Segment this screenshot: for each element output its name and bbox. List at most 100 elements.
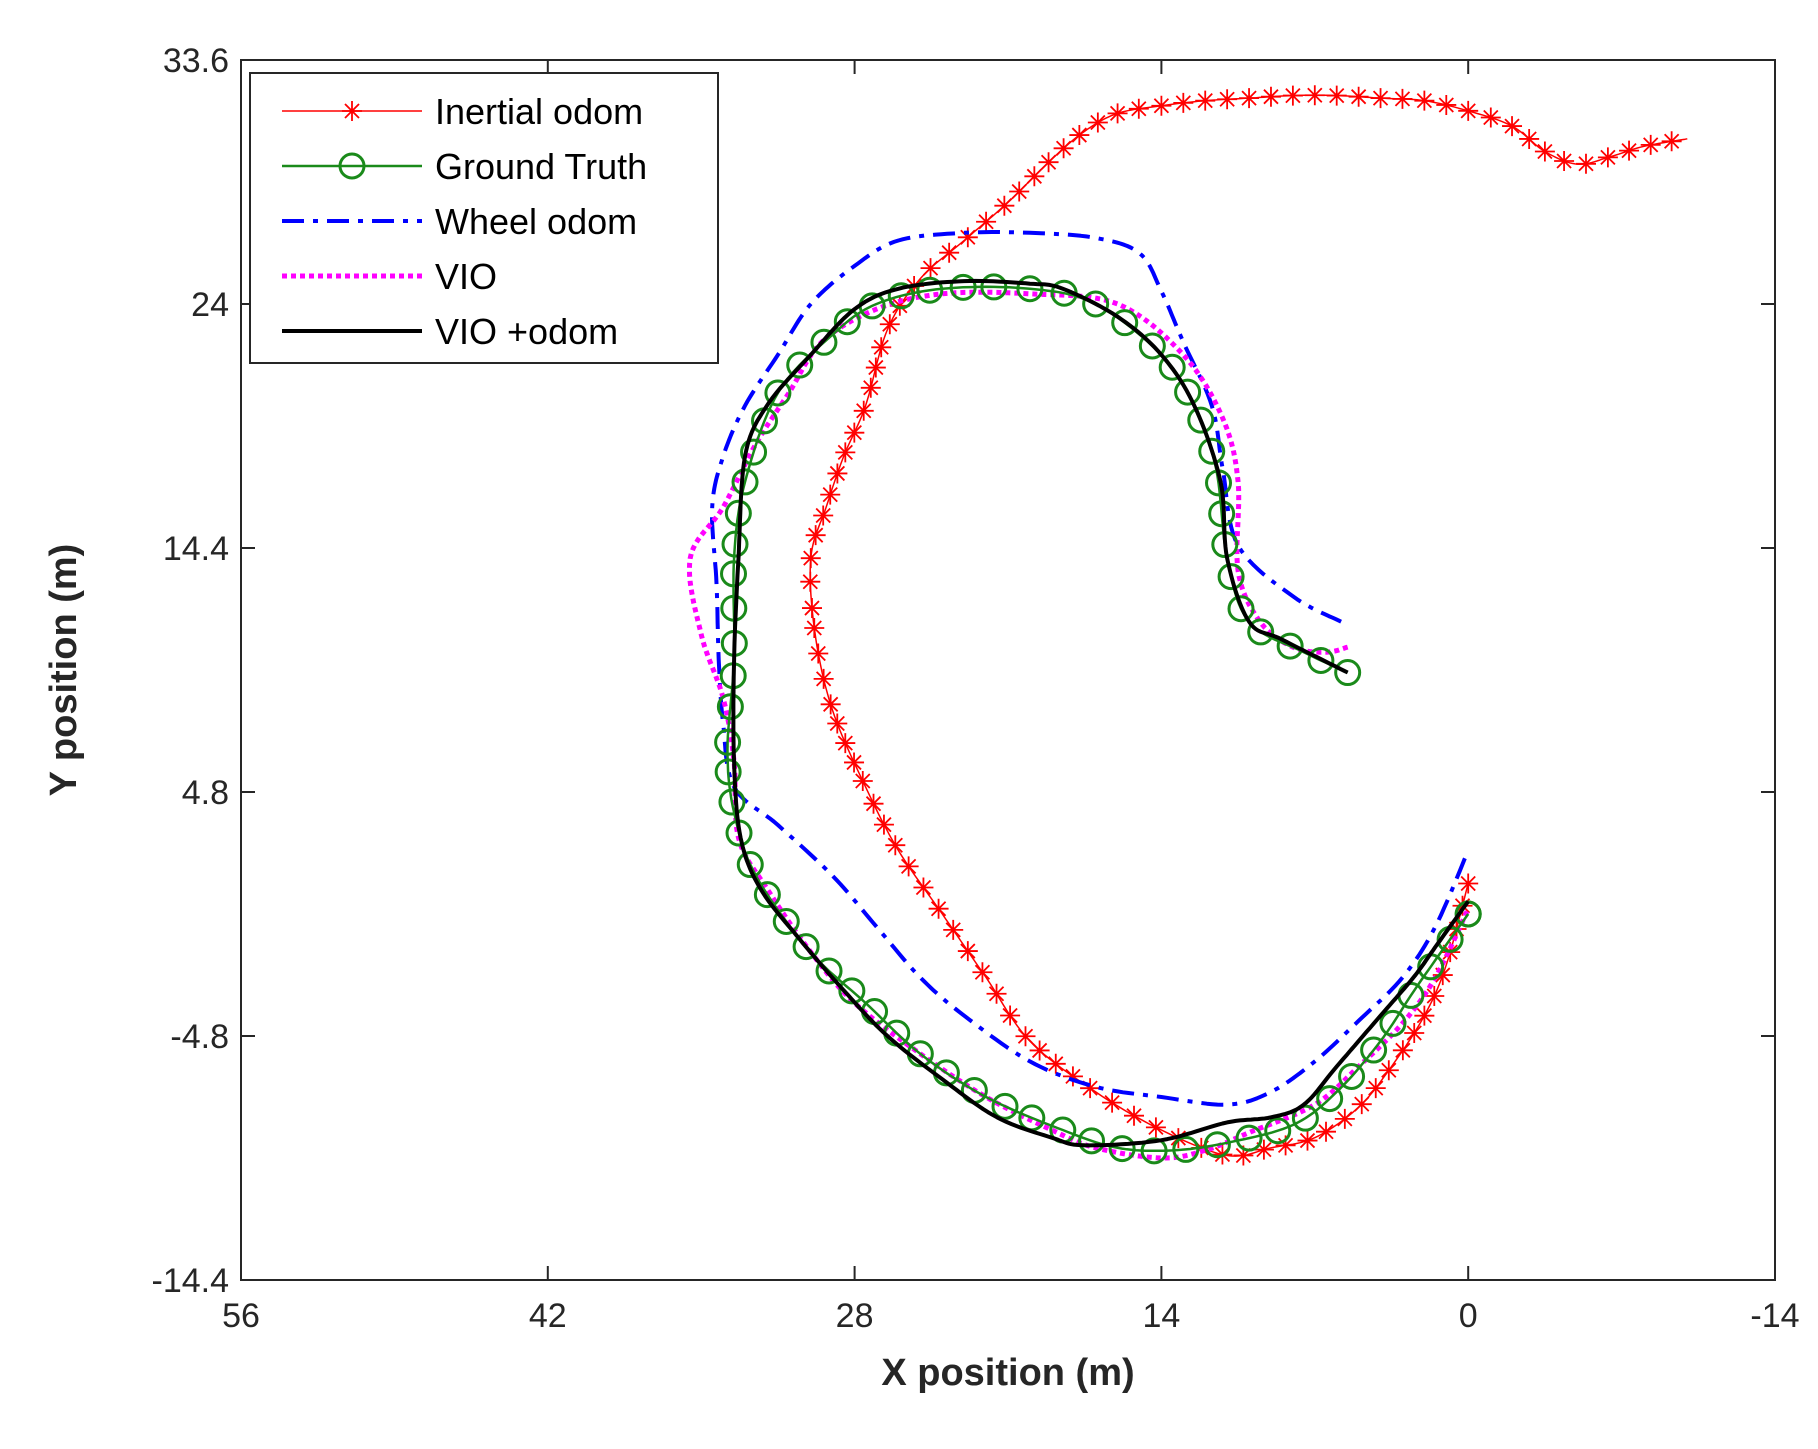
circle-marker: [1140, 1137, 1168, 1165]
circle-marker: [980, 273, 1008, 301]
star-marker: [1452, 895, 1473, 916]
y-tick-label: -4.8: [170, 1018, 229, 1056]
circle-marker: [1334, 659, 1362, 687]
y-tick-label: 24: [191, 286, 229, 324]
star-marker: [835, 442, 856, 463]
star-marker: [808, 643, 829, 664]
star-marker: [800, 571, 821, 592]
circle-marker: [949, 273, 977, 301]
circle-marker: [792, 933, 820, 961]
star-marker: [820, 484, 841, 505]
star-marker: [844, 752, 865, 773]
circle-marker: [991, 1092, 1019, 1120]
star-marker: [1297, 1130, 1318, 1151]
circle-marker: [833, 308, 861, 336]
circle-marker: [1082, 290, 1110, 318]
circle-marker: [1158, 353, 1186, 381]
series-layer: [686, 85, 1688, 1166]
circle-marker: [815, 957, 843, 985]
star-marker: [920, 258, 941, 279]
legend-label: Ground Truth: [435, 146, 647, 187]
star-marker: [1038, 152, 1059, 173]
legend-box: [249, 72, 719, 364]
star-marker: [1378, 1060, 1399, 1081]
circle-marker: [1307, 646, 1335, 674]
circle-marker: [1174, 378, 1202, 406]
star-marker: [1432, 965, 1453, 986]
circle-marker: [1111, 309, 1139, 337]
circle-marker: [1235, 1124, 1263, 1152]
circle-marker: [1138, 332, 1166, 360]
x-tick-label: 42: [529, 1297, 567, 1335]
circle-marker: [721, 530, 749, 558]
circle-marker: [1338, 1062, 1366, 1090]
star-marker: [835, 733, 856, 754]
circle-marker: [916, 276, 944, 304]
circle-marker: [338, 152, 366, 180]
star-marker: [1102, 1092, 1123, 1113]
circle-marker: [1227, 595, 1255, 623]
circle-marker: [1172, 1135, 1200, 1163]
star-marker: [813, 668, 834, 689]
x-axis-label: X position (m): [881, 1352, 1134, 1394]
circle-marker: [1247, 618, 1275, 646]
star-marker: [898, 856, 919, 877]
star-marker: [853, 400, 874, 421]
star-marker: [1107, 103, 1128, 124]
legend-items: Inertial odom Ground Truth Wheel odom VIO VI…: [282, 91, 647, 352]
star-marker: [1414, 90, 1435, 111]
star-marker: [939, 242, 960, 263]
circle-marker: [810, 328, 838, 356]
star-marker: [1124, 1105, 1145, 1126]
star-marker: [1348, 86, 1369, 107]
series-vio-odom: [731, 278, 1470, 1148]
star-marker: [879, 314, 900, 335]
star-marker: [1458, 873, 1479, 894]
star-marker: [860, 377, 881, 398]
y-axis-label: Y position (m): [43, 544, 85, 797]
circle-marker: [764, 379, 792, 407]
star-marker: [844, 422, 865, 443]
star-marker: [1392, 88, 1413, 109]
star-marker: [994, 195, 1015, 216]
circle-marker: [1108, 1135, 1136, 1163]
legend-label: VIO: [435, 256, 497, 297]
circle-marker: [1360, 1036, 1388, 1064]
star-marker: [1151, 95, 1172, 116]
star-marker: [1519, 128, 1540, 149]
star-marker: [1534, 141, 1555, 162]
star-marker: [1480, 107, 1501, 128]
circle-marker: [1203, 1131, 1231, 1159]
star-marker: [1128, 98, 1149, 119]
star-marker: [1253, 1139, 1274, 1160]
y-tick-label: 4.8: [182, 774, 229, 812]
star-marker: [863, 793, 884, 814]
star-marker: [1239, 88, 1260, 109]
star-marker: [804, 617, 825, 638]
circle-marker: [1187, 406, 1215, 434]
star-marker: [1661, 131, 1682, 152]
circle-marker: [714, 758, 742, 786]
x-tick-label: 0: [1459, 1297, 1478, 1335]
y-tick-label: 33.6: [163, 42, 229, 80]
circle-marker: [772, 908, 800, 936]
star-marker: [1045, 1053, 1066, 1074]
star-marker: [943, 919, 964, 940]
star-marker: [1404, 1022, 1425, 1043]
star-marker: [1029, 1040, 1050, 1061]
star-marker: [1351, 1094, 1372, 1115]
circle-marker: [887, 282, 915, 310]
star-marker: [800, 548, 821, 569]
circle-marker: [838, 977, 866, 1005]
star-marker: [957, 227, 978, 248]
circle-marker: [1379, 1009, 1407, 1037]
legend-label: Wheel odom: [435, 201, 637, 242]
star-marker: [805, 525, 826, 546]
star-marker: [1575, 153, 1596, 174]
star-marker: [1619, 140, 1640, 161]
series-line: [686, 289, 1471, 1161]
star-marker: [913, 877, 934, 898]
legend: Inertial odom Ground Truth Wheel odom VIO VI…: [249, 72, 719, 364]
star-marker: [1145, 1117, 1166, 1138]
